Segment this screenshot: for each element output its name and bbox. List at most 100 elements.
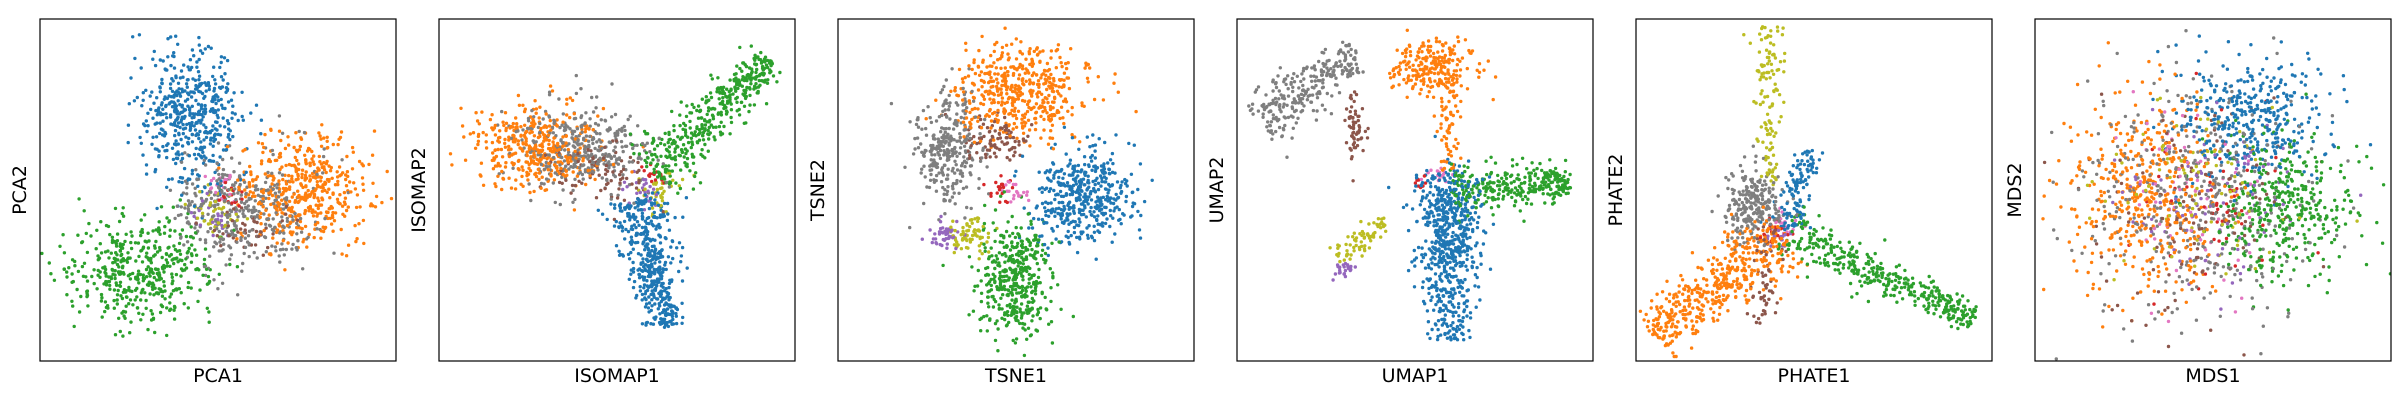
data-point (629, 268, 633, 272)
data-point (624, 227, 628, 232)
data-point (284, 204, 289, 209)
data-point (233, 187, 237, 191)
data-point (503, 165, 508, 169)
data-point (577, 134, 581, 138)
data-point (219, 214, 224, 218)
data-point (984, 155, 988, 160)
data-point (325, 146, 329, 150)
data-point (1006, 288, 1010, 292)
data-point (119, 260, 123, 264)
data-point (109, 276, 114, 281)
data-point (573, 183, 578, 188)
data-point (941, 185, 945, 190)
data-point (158, 121, 162, 125)
data-point (195, 87, 199, 91)
data-point (262, 145, 266, 150)
data-point (669, 245, 673, 249)
data-point (224, 86, 229, 90)
data-point (133, 298, 137, 302)
data-point (167, 245, 171, 249)
data-point (148, 274, 152, 278)
data-point (117, 272, 122, 276)
data-point (999, 194, 1003, 198)
data-point (626, 117, 630, 122)
data-point (191, 77, 195, 81)
data-point (1025, 337, 1029, 341)
data-point (498, 164, 502, 168)
data-point (540, 175, 544, 179)
data-point (998, 283, 1003, 287)
data-point (184, 257, 188, 261)
data-point (536, 167, 540, 172)
data-point (643, 193, 647, 197)
data-point (908, 120, 912, 124)
data-point (501, 177, 506, 181)
data-point (607, 153, 611, 158)
data-point (1032, 105, 1036, 110)
data-point (684, 196, 689, 200)
data-point (1066, 164, 1070, 168)
data-point (151, 116, 155, 120)
data-point (563, 125, 567, 130)
data-point (357, 159, 362, 164)
data-point (174, 104, 179, 108)
data-point (171, 157, 176, 162)
data-point (741, 92, 745, 96)
data-point (742, 121, 746, 126)
data-point (223, 186, 227, 190)
data-point (231, 236, 235, 240)
data-point (282, 253, 286, 257)
data-point (228, 173, 232, 178)
data-point (960, 77, 965, 81)
data-point (198, 82, 202, 86)
data-point (1072, 225, 1077, 230)
data-point (172, 95, 176, 99)
data-point (267, 191, 271, 195)
data-point (144, 119, 148, 123)
data-point (645, 216, 649, 221)
data-point (650, 191, 655, 195)
data-point (185, 192, 189, 196)
data-point (976, 88, 981, 92)
data-point (179, 274, 183, 278)
data-point (307, 232, 311, 237)
data-point (1089, 205, 1093, 210)
data-point (327, 179, 331, 183)
data-point (195, 177, 199, 182)
data-point (220, 281, 225, 285)
data-point (524, 129, 529, 134)
data-point (313, 223, 318, 227)
data-point (228, 129, 232, 133)
data-point (214, 101, 218, 106)
data-point (634, 296, 638, 300)
data-point (619, 139, 624, 144)
data-point (1112, 209, 1116, 213)
data-point (104, 305, 109, 310)
data-point (211, 110, 216, 115)
data-point (586, 168, 590, 173)
data-point (85, 293, 90, 298)
data-point (342, 200, 347, 204)
data-point (643, 263, 647, 267)
data-point (325, 139, 329, 143)
data-point (537, 177, 541, 182)
data-point (632, 201, 636, 205)
data-point (245, 185, 249, 189)
data-point (349, 190, 353, 194)
data-point (615, 133, 620, 137)
data-point (170, 89, 175, 94)
data-point (655, 297, 659, 301)
data-point (544, 188, 549, 192)
data-point (1013, 235, 1018, 240)
data-point (450, 163, 454, 167)
data-point (175, 124, 180, 128)
data-point (1050, 226, 1054, 231)
data-point (234, 227, 239, 231)
data-point (924, 126, 928, 131)
data-point (749, 82, 753, 86)
data-point (1040, 201, 1045, 206)
data-point (168, 188, 173, 192)
data-point (989, 76, 993, 80)
data-point (284, 189, 288, 193)
data-point (169, 292, 174, 296)
